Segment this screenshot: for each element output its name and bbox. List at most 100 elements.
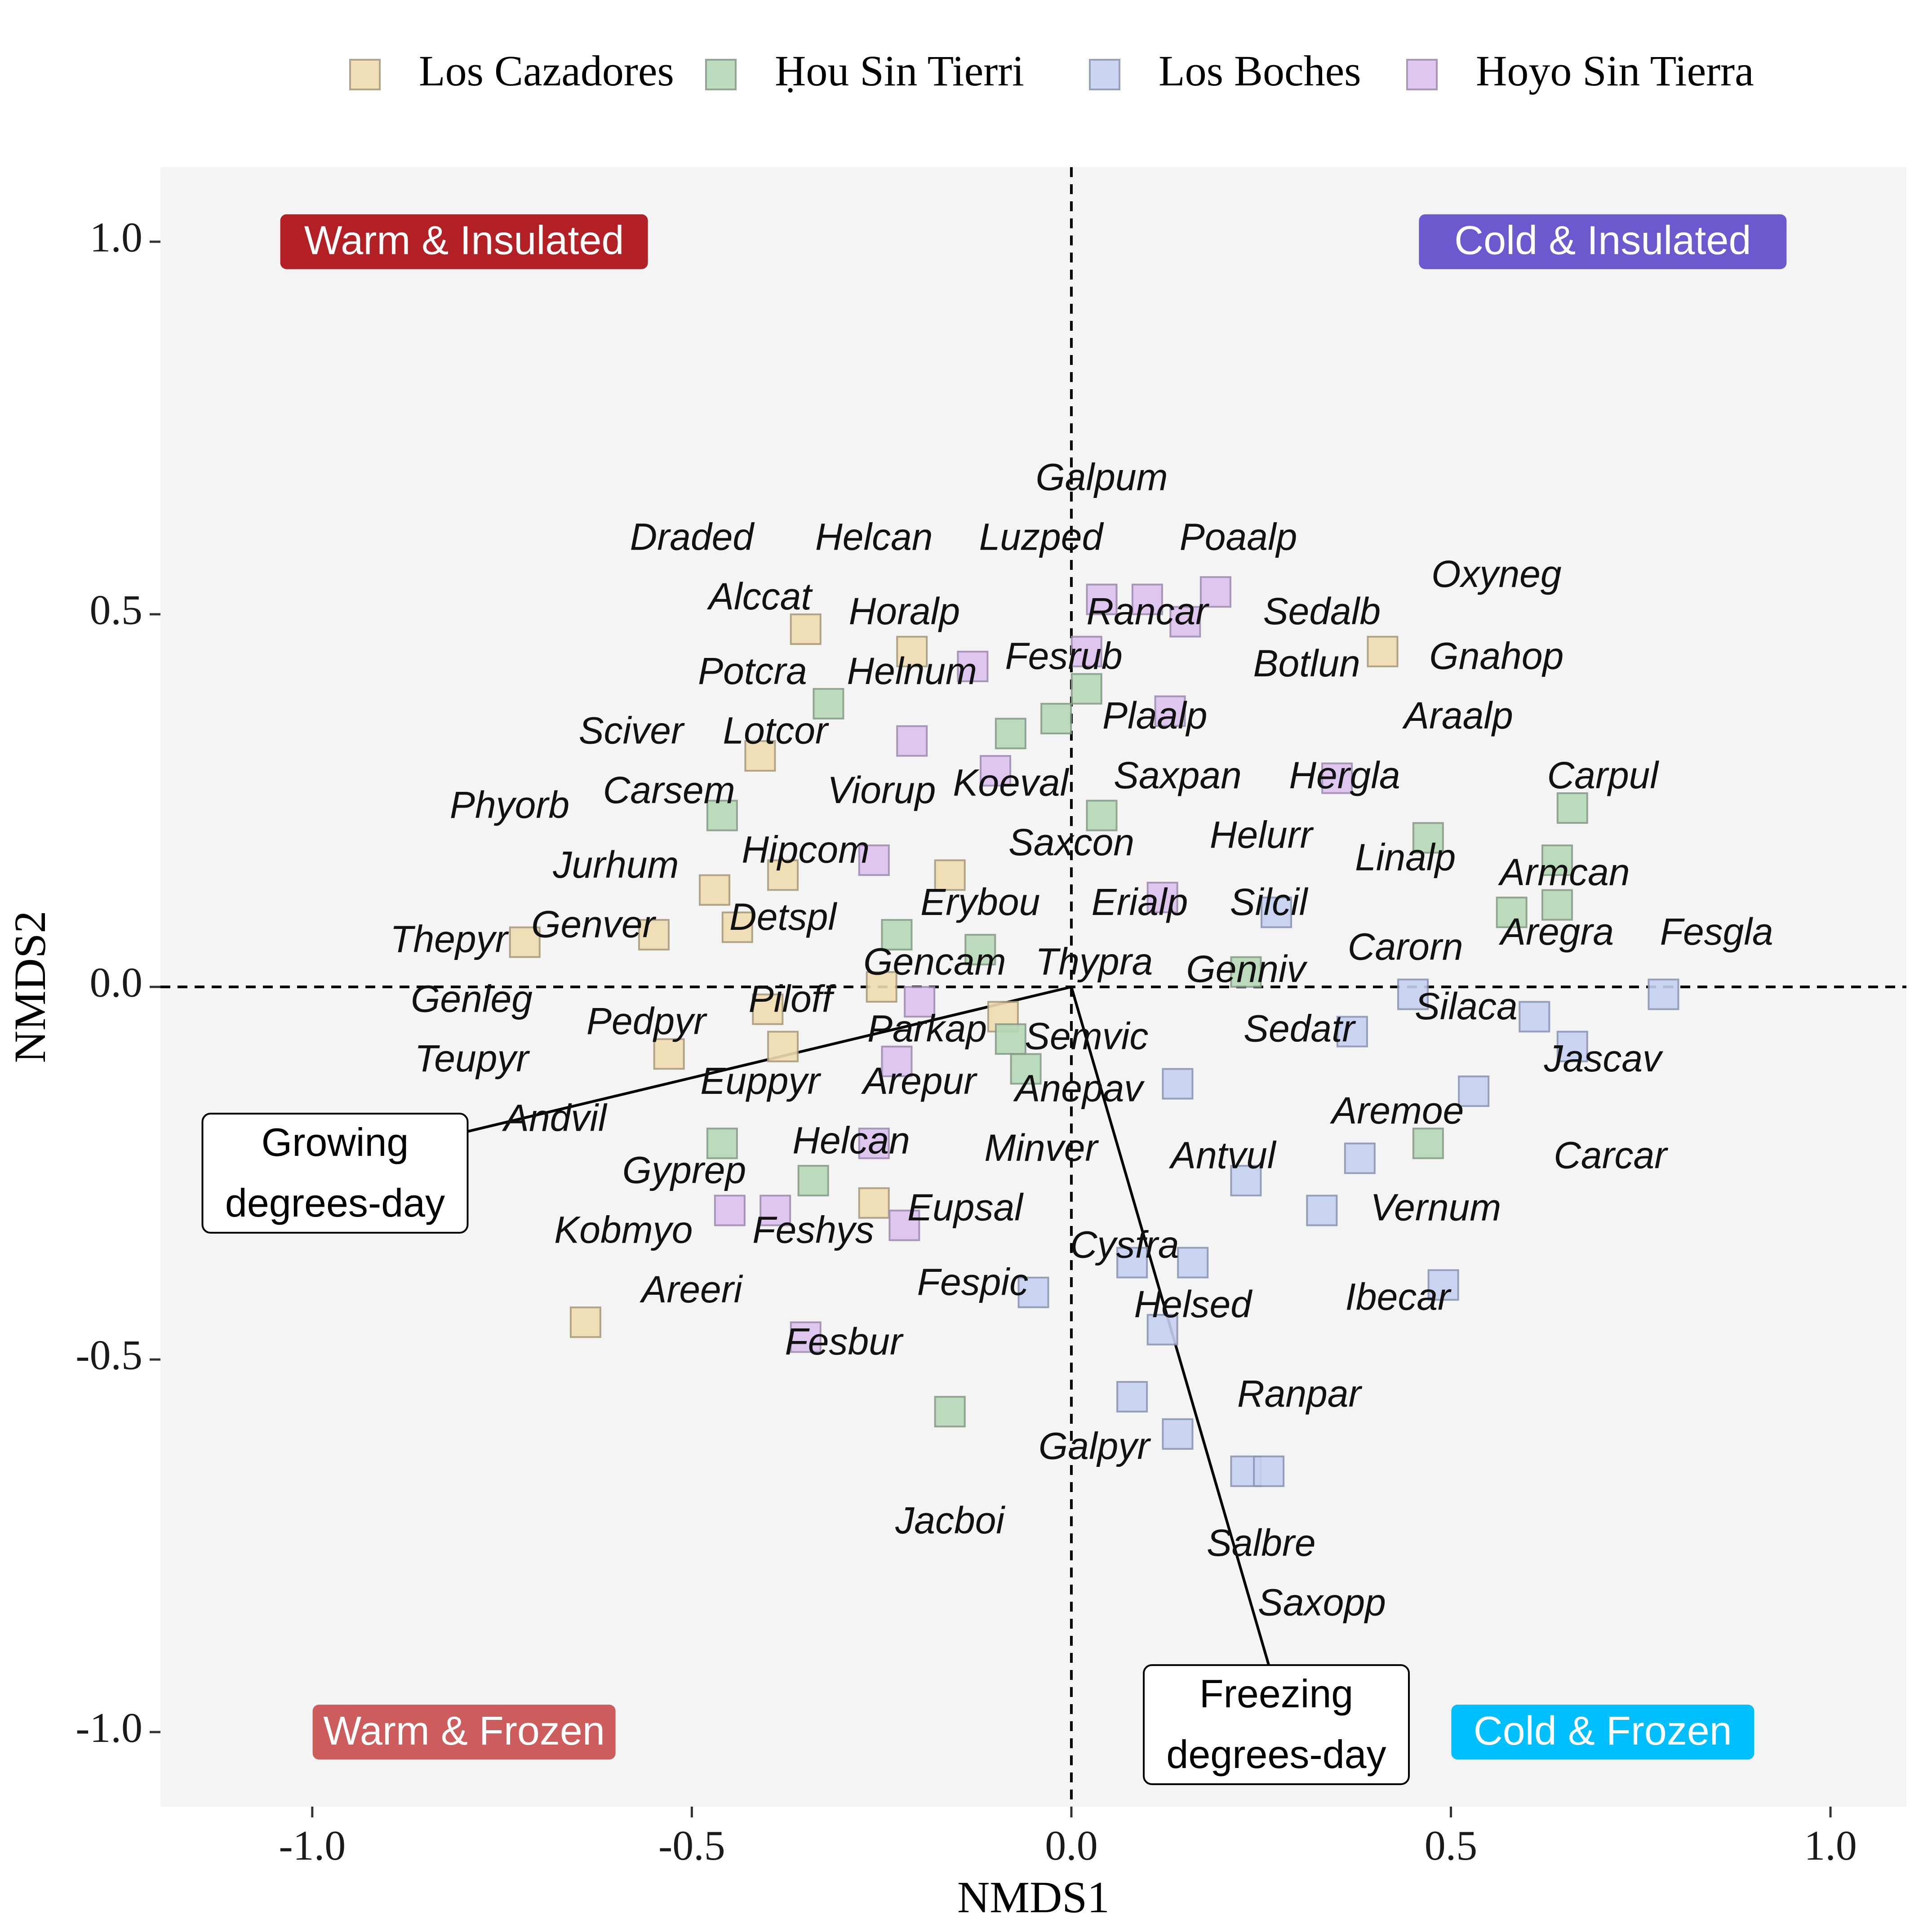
vector-label-box bbox=[1143, 1664, 1410, 1785]
species-label: Galpum bbox=[1035, 456, 1168, 498]
data-point bbox=[509, 926, 541, 958]
species-label: Sciver bbox=[579, 709, 685, 751]
series-2-points bbox=[706, 673, 1588, 1428]
species-label: Viorup bbox=[827, 769, 936, 811]
data-point bbox=[1321, 762, 1353, 794]
species-label: Carcar bbox=[1554, 1134, 1668, 1177]
data-point bbox=[759, 1195, 791, 1226]
data-point bbox=[957, 650, 989, 682]
species-label: Fesrub bbox=[1005, 635, 1122, 677]
vector-label: Freezing bbox=[1199, 1671, 1353, 1716]
env-vector-line bbox=[449, 986, 1072, 1137]
quadrant-badge bbox=[312, 1705, 616, 1760]
species-label: Thepyr bbox=[390, 918, 509, 960]
data-point bbox=[813, 688, 844, 720]
data-point bbox=[706, 1128, 738, 1159]
data-point bbox=[1412, 1128, 1444, 1159]
species-label: Fesgla bbox=[1660, 910, 1773, 953]
species-label: Aregra bbox=[1498, 910, 1614, 953]
legend-key bbox=[1406, 59, 1438, 90]
species-label: Gyprep bbox=[622, 1149, 746, 1191]
species-label: Alccat bbox=[706, 575, 813, 617]
species-label: Ibecar bbox=[1346, 1276, 1452, 1318]
series-4-points bbox=[714, 576, 1353, 1353]
species-label: Plaalp bbox=[1102, 694, 1208, 737]
data-point bbox=[744, 740, 776, 772]
species-label: Silaca bbox=[1415, 985, 1518, 1027]
species-label: Horalp bbox=[849, 590, 960, 632]
data-point bbox=[1131, 583, 1163, 615]
species-label: Genver bbox=[531, 903, 656, 946]
x-tick-label: 0.5 bbox=[1425, 1822, 1478, 1869]
species-label: Helsed bbox=[1134, 1283, 1252, 1325]
species-label: Helurr bbox=[1210, 814, 1314, 856]
species-label: Draded bbox=[630, 515, 755, 558]
data-point bbox=[1397, 978, 1429, 1010]
species-label: Silcil bbox=[1230, 881, 1309, 923]
data-point bbox=[1177, 1247, 1209, 1279]
species-label: Teupyr bbox=[415, 1037, 530, 1079]
species-label: Sedatr bbox=[1244, 1008, 1356, 1050]
data-point bbox=[1169, 606, 1201, 638]
data-point bbox=[904, 986, 936, 1018]
species-label: Fespic bbox=[917, 1261, 1028, 1303]
species-label: Rancar bbox=[1086, 590, 1209, 632]
species-label: Piloff bbox=[749, 977, 836, 1020]
data-point bbox=[858, 1187, 890, 1219]
species-label: Vernum bbox=[1370, 1186, 1501, 1229]
data-point bbox=[888, 1209, 920, 1241]
species-label: Gencam bbox=[863, 940, 1006, 982]
species-label: Carsem bbox=[603, 769, 735, 811]
data-point bbox=[1496, 897, 1528, 928]
species-label: Antvul bbox=[1168, 1134, 1277, 1177]
species-label: Jascav bbox=[1544, 1037, 1664, 1079]
data-point bbox=[934, 1396, 966, 1428]
data-point bbox=[721, 911, 753, 943]
data-point bbox=[934, 859, 966, 891]
species-label: Saxpan bbox=[1114, 754, 1242, 796]
data-point bbox=[797, 1165, 829, 1197]
data-point bbox=[866, 971, 897, 1003]
data-point bbox=[896, 725, 928, 757]
legend-label: Los Boches bbox=[1159, 47, 1361, 95]
species-label: Jacboi bbox=[895, 1499, 1005, 1541]
data-point bbox=[1344, 1142, 1376, 1174]
species-label: Kobmyo bbox=[554, 1208, 693, 1251]
species-label: Helcan bbox=[792, 1119, 910, 1161]
data-point bbox=[569, 1306, 601, 1338]
species-label: Minver bbox=[984, 1127, 1099, 1169]
panel-layer: Galpum Draded Helcan Luzped Poaalp Oxyneg Alcc… bbox=[160, 167, 1906, 1807]
data-point bbox=[653, 1038, 685, 1070]
legend-label: Hoyo Sin Tierra bbox=[1476, 47, 1754, 95]
species-label: Erialp bbox=[1092, 881, 1188, 923]
x-tick-label: 0.0 bbox=[1045, 1822, 1098, 1869]
data-point bbox=[767, 1030, 799, 1062]
data-point bbox=[1230, 1165, 1262, 1197]
species-label: Semvic bbox=[1025, 1015, 1148, 1057]
species-label: Linalp bbox=[1355, 836, 1456, 878]
legend-label: Los Cazadores bbox=[419, 47, 674, 95]
data-point bbox=[1116, 1381, 1148, 1412]
legend-key bbox=[705, 59, 737, 90]
y-tick-label: -0.5 bbox=[76, 1332, 142, 1379]
x-tick-label: -1.0 bbox=[279, 1822, 346, 1869]
species-label: Helcan bbox=[815, 515, 933, 558]
vector-label-box bbox=[201, 1113, 469, 1234]
species-label: Aremoe bbox=[1329, 1089, 1464, 1132]
legend-label: Ḥou Sin Tierri bbox=[775, 47, 1024, 95]
series-1-points bbox=[509, 613, 1399, 1338]
data-point bbox=[995, 718, 1026, 750]
data-point bbox=[1261, 897, 1292, 928]
data-point bbox=[638, 919, 670, 950]
vector-label: degrees-day bbox=[1166, 1732, 1386, 1777]
data-point bbox=[1086, 799, 1118, 831]
data-point bbox=[1336, 1016, 1368, 1048]
species-label: Jurhum bbox=[552, 844, 679, 886]
y-tick-label: 1.0 bbox=[90, 214, 143, 261]
data-point bbox=[1146, 882, 1178, 914]
data-point bbox=[1648, 978, 1679, 1010]
vector-label: degrees-day bbox=[225, 1181, 445, 1225]
data-point bbox=[1199, 576, 1231, 608]
species-label: Carorn bbox=[1348, 925, 1463, 968]
